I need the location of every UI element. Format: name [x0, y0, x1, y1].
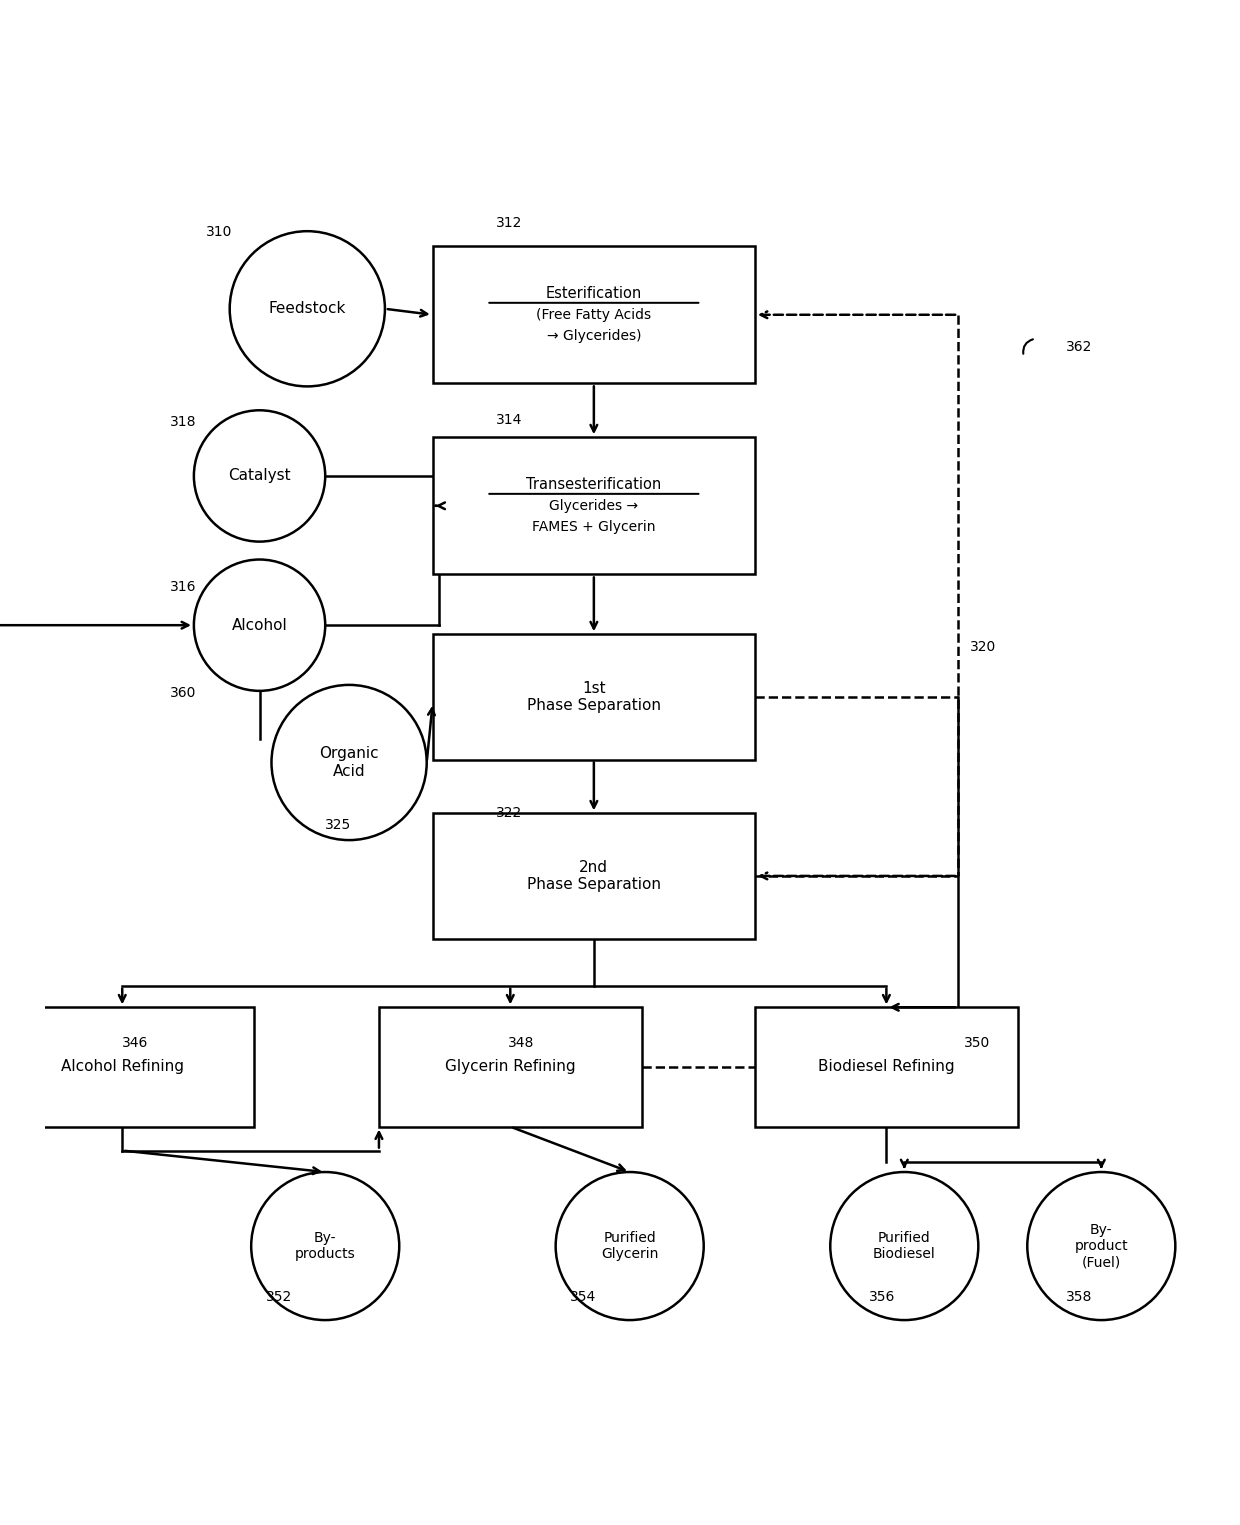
- Text: Purified
Biodiesel: Purified Biodiesel: [873, 1231, 936, 1261]
- FancyBboxPatch shape: [433, 246, 755, 383]
- Text: 318: 318: [170, 415, 196, 429]
- FancyBboxPatch shape: [433, 634, 755, 759]
- Text: (Free Fatty Acids: (Free Fatty Acids: [537, 308, 651, 322]
- Text: Organic
Acid: Organic Acid: [319, 746, 379, 779]
- Text: Glycerin Refining: Glycerin Refining: [445, 1060, 575, 1075]
- Text: 316: 316: [170, 580, 196, 593]
- Text: Catalyst: Catalyst: [228, 468, 291, 483]
- Text: 2nd
Phase Separation: 2nd Phase Separation: [527, 860, 661, 892]
- Circle shape: [193, 410, 325, 541]
- Text: Feedstock: Feedstock: [269, 302, 346, 316]
- Text: 350: 350: [963, 1035, 991, 1051]
- Circle shape: [272, 685, 427, 840]
- Text: 354: 354: [570, 1290, 596, 1304]
- Text: 348: 348: [508, 1035, 534, 1051]
- Text: 310: 310: [206, 226, 232, 239]
- FancyBboxPatch shape: [433, 813, 755, 938]
- Text: Biodiesel Refining: Biodiesel Refining: [818, 1060, 955, 1075]
- FancyBboxPatch shape: [755, 1008, 1018, 1127]
- FancyBboxPatch shape: [433, 438, 755, 575]
- Text: 352: 352: [265, 1290, 291, 1304]
- Circle shape: [1027, 1173, 1176, 1321]
- Text: FAMES + Glycerin: FAMES + Glycerin: [532, 520, 656, 534]
- Circle shape: [556, 1173, 704, 1321]
- Text: 312: 312: [496, 217, 522, 230]
- Text: Esterification: Esterification: [546, 285, 642, 300]
- FancyBboxPatch shape: [379, 1008, 641, 1127]
- Text: 358: 358: [1065, 1290, 1092, 1304]
- Text: 325: 325: [325, 817, 351, 831]
- Text: Glycerides →: Glycerides →: [549, 499, 639, 512]
- Text: Purified
Glycerin: Purified Glycerin: [601, 1231, 658, 1261]
- Text: 346: 346: [123, 1035, 149, 1051]
- Text: 360: 360: [170, 686, 196, 700]
- Text: 320: 320: [970, 639, 996, 654]
- Text: By-
product
(Fuel): By- product (Fuel): [1075, 1223, 1128, 1269]
- Text: Alcohol Refining: Alcohol Refining: [61, 1060, 184, 1075]
- Text: 314: 314: [496, 413, 522, 427]
- Text: 1st
Phase Separation: 1st Phase Separation: [527, 680, 661, 714]
- Text: 322: 322: [496, 805, 522, 819]
- Text: 356: 356: [868, 1290, 895, 1304]
- Text: By-
products: By- products: [295, 1231, 356, 1261]
- FancyBboxPatch shape: [0, 1008, 253, 1127]
- Circle shape: [229, 232, 384, 386]
- Circle shape: [831, 1173, 978, 1321]
- Text: Transesterification: Transesterification: [526, 477, 661, 491]
- Text: Alcohol: Alcohol: [232, 618, 288, 633]
- Text: → Glycerides): → Glycerides): [547, 329, 641, 343]
- Circle shape: [193, 560, 325, 691]
- Circle shape: [252, 1173, 399, 1321]
- Text: 362: 362: [1065, 340, 1092, 354]
